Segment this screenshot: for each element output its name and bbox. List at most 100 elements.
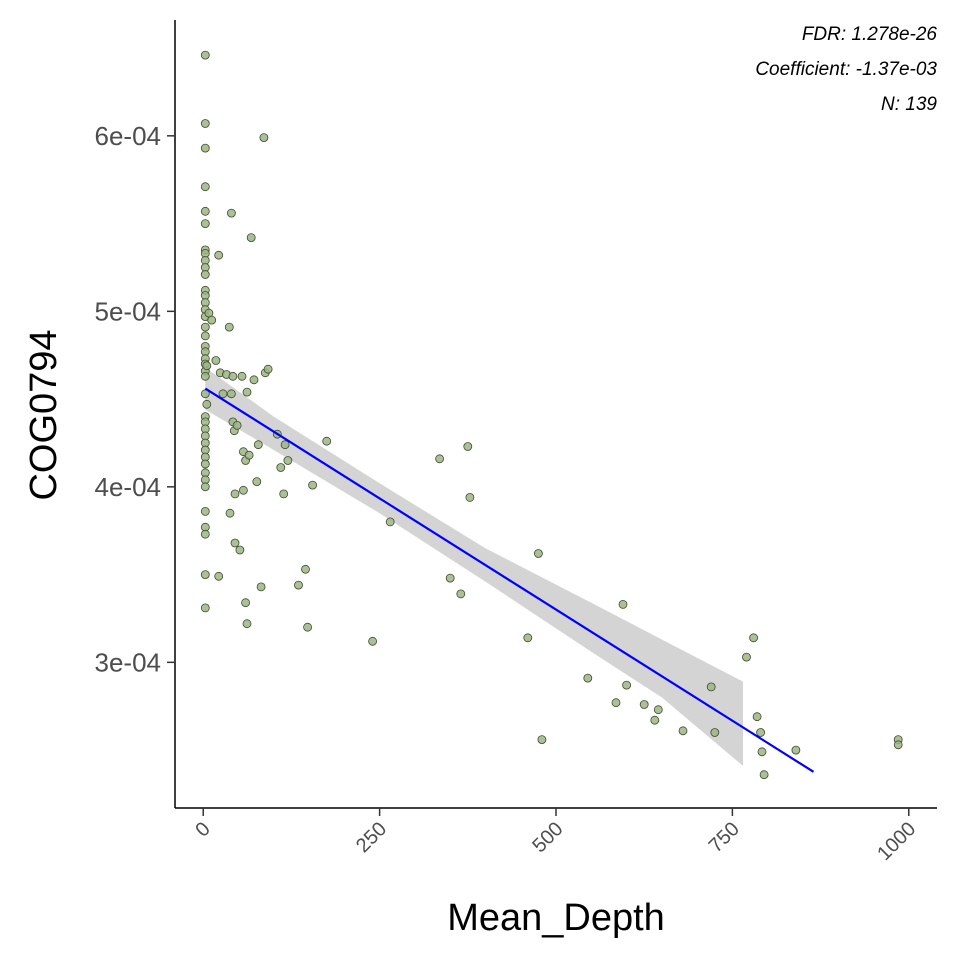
points-layer <box>200 50 903 780</box>
data-point <box>294 580 303 590</box>
data-point <box>200 371 210 381</box>
data-point <box>224 322 234 332</box>
data-point <box>256 582 266 592</box>
x-axis-ticks: 0 250 500 750 1000 <box>191 808 920 865</box>
data-point <box>207 315 217 325</box>
data-point <box>622 680 631 690</box>
axes-layer <box>174 20 937 809</box>
data-point <box>650 715 660 725</box>
y-tick-label: 5e-04 <box>95 296 162 326</box>
data-point <box>228 371 238 381</box>
data-point <box>757 747 767 757</box>
data-point <box>242 619 252 629</box>
data-point <box>200 119 210 128</box>
data-point <box>225 508 235 518</box>
data-point <box>618 600 628 609</box>
data-point <box>246 233 256 243</box>
data-point <box>537 735 547 744</box>
x-tick-label: 1000 <box>873 818 920 865</box>
data-point <box>238 485 248 495</box>
data-point <box>200 570 210 579</box>
y-tick-label: 6e-04 <box>95 121 162 151</box>
data-point <box>235 545 245 555</box>
confidence-band-layer <box>205 367 744 766</box>
data-point <box>759 770 769 780</box>
data-point <box>639 700 649 709</box>
data-point <box>230 489 240 499</box>
data-point <box>200 219 210 229</box>
y-tick-label: 3e-04 <box>95 647 162 677</box>
data-point <box>276 463 286 472</box>
x-tick-label: 0 <box>191 818 214 841</box>
data-point <box>202 361 212 371</box>
data-point <box>214 571 224 581</box>
data-point <box>791 745 801 755</box>
data-point <box>200 182 210 192</box>
confidence-band <box>205 367 744 766</box>
regression-line <box>204 387 815 773</box>
data-point <box>279 489 289 499</box>
data-point <box>200 506 210 516</box>
data-point <box>611 698 621 708</box>
data-point <box>211 356 221 365</box>
data-point <box>237 371 247 381</box>
data-point <box>303 622 313 632</box>
data-point <box>200 529 210 539</box>
stat-fdr: FDR: 1.278e-26 <box>802 24 938 45</box>
x-tick-label: 750 <box>705 818 744 857</box>
data-point <box>308 480 318 490</box>
data-point <box>710 728 720 737</box>
data-point <box>214 250 224 260</box>
data-point <box>232 420 242 430</box>
data-point <box>200 459 210 469</box>
data-point <box>226 389 236 399</box>
x-tick-label: 500 <box>528 818 567 857</box>
y-tick-label: 4e-04 <box>95 472 162 502</box>
data-point <box>752 712 762 722</box>
data-point <box>253 440 263 450</box>
data-point <box>200 603 210 613</box>
data-point <box>226 208 236 218</box>
data-point <box>583 673 593 683</box>
data-point <box>200 143 210 153</box>
data-point <box>653 705 663 715</box>
data-point <box>241 598 251 608</box>
data-point <box>678 726 688 736</box>
data-point <box>200 482 210 492</box>
fit-line-layer <box>204 387 815 773</box>
data-point <box>301 564 310 574</box>
data-point <box>435 454 445 464</box>
data-point <box>368 636 378 646</box>
data-point <box>523 633 533 643</box>
x-axis-title: Mean_Depth <box>447 897 665 939</box>
data-point <box>200 331 210 341</box>
data-point <box>200 206 210 216</box>
data-point <box>242 387 252 397</box>
data-point <box>244 450 254 460</box>
data-point <box>322 436 332 446</box>
data-point <box>706 682 716 692</box>
data-point <box>463 442 473 451</box>
stat-n: N: 139 <box>881 94 937 115</box>
data-point <box>456 589 466 599</box>
data-point <box>202 399 212 409</box>
x-tick-label: 250 <box>352 818 391 857</box>
y-axis-title: COG0794 <box>23 329 65 500</box>
data-point <box>200 322 210 332</box>
data-point <box>756 728 765 737</box>
data-point <box>230 538 240 548</box>
data-point <box>249 375 259 385</box>
data-point <box>259 133 269 143</box>
data-point <box>283 456 293 465</box>
data-point <box>445 573 455 583</box>
data-point <box>200 270 210 279</box>
data-point <box>749 633 758 643</box>
data-point <box>534 549 543 558</box>
data-point <box>465 492 475 502</box>
data-point <box>200 50 210 60</box>
data-point <box>893 740 903 750</box>
y-axis-ticks: 3e-04 4e-04 5e-04 6e-04 <box>95 121 175 677</box>
data-point <box>252 477 262 487</box>
data-point <box>385 517 395 527</box>
